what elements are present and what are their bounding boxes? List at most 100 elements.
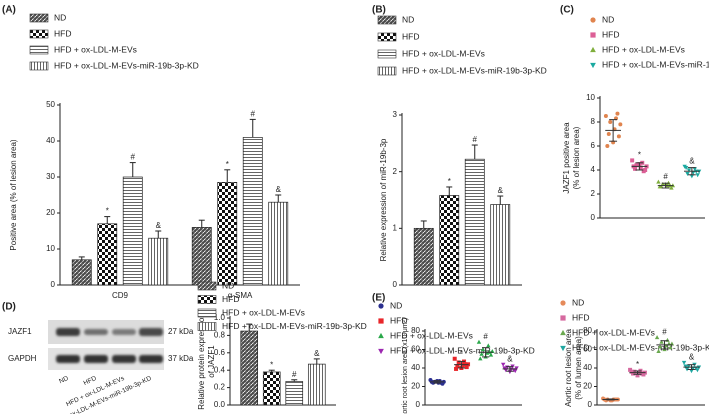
data-point — [685, 172, 690, 176]
sd-bar — [457, 360, 466, 369]
significance-label: # — [131, 153, 136, 162]
significance-label: # — [483, 332, 488, 341]
y-tick-label: 0 — [588, 400, 593, 409]
bar — [191, 227, 212, 286]
y-tick-label: 0.2 — [214, 383, 226, 392]
legend-label: HFD + ox-LDL-M-EVs — [572, 327, 655, 337]
data-point — [635, 373, 640, 378]
legend-swatch — [377, 32, 397, 42]
x-tick-label: CD9 — [112, 291, 129, 300]
data-point — [638, 165, 643, 170]
x-tick-label: α-SMA — [228, 291, 253, 300]
y-tick-label: 60 — [411, 345, 420, 354]
y-axis-label: JAZF1 positive area — [562, 122, 571, 194]
data-point — [452, 356, 457, 361]
legend-label: ND — [602, 14, 614, 24]
legend-label: HFD + ox-LDL-M-EVs — [390, 330, 473, 340]
panel-label: (C) — [560, 5, 574, 16]
significance-label: & — [498, 186, 504, 195]
legend-marker — [560, 345, 566, 352]
error-bar — [420, 220, 427, 229]
data-point — [641, 169, 646, 174]
legend-swatch — [197, 295, 217, 304]
significance-label: # — [662, 328, 667, 337]
significance-label: * — [460, 349, 463, 358]
y-tick-label: 4 — [591, 165, 596, 174]
panel-label: (D) — [2, 302, 16, 313]
error-bar — [104, 216, 111, 224]
legend-swatch — [29, 45, 49, 55]
bar — [242, 137, 263, 286]
legend-marker — [560, 329, 566, 336]
significance-label: & — [314, 349, 320, 358]
sd-bar — [660, 340, 669, 350]
data-point — [639, 371, 644, 376]
data-point — [692, 167, 697, 172]
legend-marker — [590, 17, 596, 23]
y-tick-label: 8 — [591, 117, 596, 126]
data-point — [478, 356, 483, 361]
sd-bar — [606, 398, 615, 401]
legend-marker — [560, 315, 566, 321]
data-point — [686, 168, 692, 173]
error-bar — [224, 169, 231, 183]
band-size: 37 kDa — [168, 354, 194, 363]
bar — [307, 363, 326, 406]
legend-marker — [378, 348, 384, 355]
y-tick-label: 30 — [46, 172, 55, 181]
y-tick-label: 20 — [411, 382, 420, 391]
y-tick-label: 50 — [46, 100, 55, 109]
blot-image — [48, 320, 164, 370]
y-tick-label: 0 — [393, 280, 398, 289]
data-point — [456, 360, 461, 365]
legend-marker — [378, 303, 384, 309]
bar — [122, 176, 143, 286]
legend-marker — [590, 46, 596, 53]
legend-label: HFD — [402, 31, 419, 41]
significance-label: & — [276, 185, 282, 194]
sd-bar — [687, 364, 696, 370]
data-point — [683, 364, 688, 369]
legend-label: HFD + ox-LDL-M-EVs-miR-19b-3p-KD — [222, 321, 367, 331]
y-axis-label: (% of lesion area) — [572, 126, 581, 189]
data-point — [629, 369, 634, 374]
y-tick-label: 0.8 — [214, 331, 226, 340]
legend-swatch — [29, 61, 49, 71]
y-axis-label: of JAZF1 — [207, 345, 216, 378]
y-tick-label: 1.0 — [214, 313, 226, 322]
lane-label: HFD — [83, 375, 98, 387]
error-bar — [446, 186, 453, 196]
bar — [285, 381, 304, 406]
legend-label: HFD — [602, 29, 619, 39]
legend-swatch — [377, 66, 397, 76]
bar — [490, 204, 511, 286]
legend-swatch — [377, 49, 397, 59]
data-point — [476, 339, 482, 344]
legend-label: HFD — [222, 294, 239, 304]
data-point — [689, 369, 694, 374]
data-point — [464, 365, 469, 370]
significance-label: * — [636, 360, 639, 369]
data-point — [684, 367, 690, 372]
legend-marker — [590, 62, 596, 69]
y-tick-label: 3 — [393, 110, 398, 119]
significance-label: & — [689, 353, 695, 362]
data-point — [656, 179, 661, 184]
data-point — [454, 366, 459, 371]
legend-swatch — [29, 29, 49, 39]
y-tick-label: 80 — [583, 326, 592, 335]
band-label: GAPDH — [8, 354, 37, 363]
significance-label: * — [448, 177, 451, 186]
significance-label: # — [251, 110, 256, 119]
error-bar — [246, 323, 253, 332]
bar — [148, 237, 169, 286]
y-tick-label: 40 — [583, 363, 592, 372]
legend-swatch — [197, 308, 217, 318]
sd-bar — [687, 167, 696, 176]
data-point — [665, 337, 670, 342]
y-axis-label: Positive area (% of lesion area) — [9, 139, 18, 251]
data-point — [634, 163, 639, 168]
significance-label: # — [663, 172, 668, 181]
panel-label: (E) — [372, 293, 385, 304]
